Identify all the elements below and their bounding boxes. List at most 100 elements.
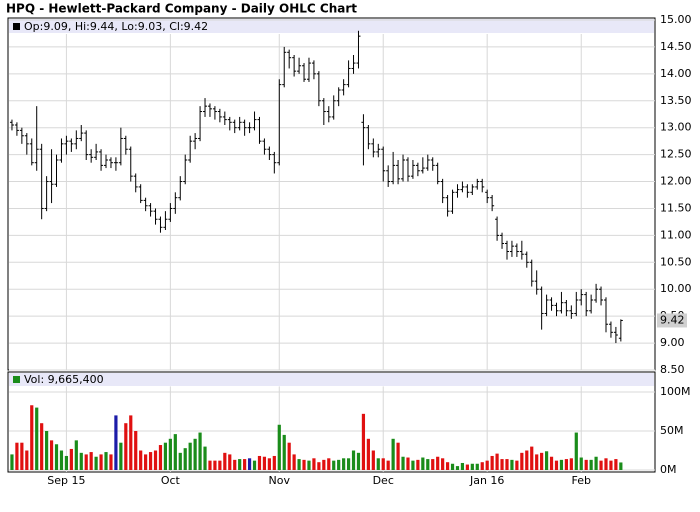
- price-panel: [7, 17, 656, 371]
- volume-bar: [129, 415, 133, 470]
- volume-bar: [148, 452, 153, 470]
- volume-bar: [79, 452, 83, 470]
- volume-bar: [421, 457, 425, 470]
- volume-bar: [257, 455, 262, 470]
- volume-bar: [317, 462, 321, 470]
- volume-bar: [599, 460, 603, 470]
- volume-bar: [381, 458, 385, 470]
- volume-bar: [391, 438, 395, 470]
- volume-bar: [277, 424, 281, 470]
- volume-bar: [346, 458, 351, 470]
- volume-bar: [396, 442, 400, 470]
- volume-bar: [356, 452, 361, 470]
- volume-bar: [337, 459, 341, 470]
- volume-bar: [465, 464, 469, 470]
- volume-bar: [525, 450, 529, 470]
- volume-bar: [406, 457, 410, 470]
- price-legend-band: [9, 19, 654, 33]
- volume-bar: [302, 459, 306, 470]
- volume-bar: [233, 459, 237, 470]
- x-tick-label: Oct: [161, 474, 181, 487]
- volume-bar: [114, 415, 118, 470]
- volume-bar: [74, 440, 78, 470]
- volume-bar: [272, 455, 276, 470]
- volume-bar: [20, 442, 24, 470]
- volume-bar: [208, 460, 212, 470]
- y2-tick-label: 0M: [660, 463, 677, 476]
- volume-bar: [104, 452, 108, 470]
- volume-bar: [297, 459, 301, 470]
- volume-bar: [158, 445, 163, 470]
- volume-bar: [10, 454, 14, 470]
- volume-bar: [376, 458, 380, 470]
- volume-bar: [15, 442, 19, 470]
- volume-bar: [351, 450, 356, 470]
- volume-bar: [604, 458, 608, 470]
- volume-bar: [243, 459, 247, 470]
- volume-bar: [84, 454, 88, 470]
- volume-bar: [54, 444, 59, 470]
- volume-bar: [228, 454, 232, 470]
- volume-bar: [203, 446, 207, 470]
- volume-bar: [183, 448, 187, 470]
- volume-bar: [411, 460, 415, 470]
- volume-bar: [89, 452, 93, 470]
- volume-bar: [564, 459, 568, 470]
- volume-bar: [366, 438, 370, 470]
- y-tick-label: 12.00: [660, 175, 692, 188]
- volume-bar: [579, 457, 583, 470]
- volume-bar: [178, 452, 182, 470]
- volume-bar: [445, 462, 450, 470]
- volume-bar: [559, 459, 564, 470]
- y-tick-label: 13.50: [660, 94, 692, 107]
- volume-bar: [144, 454, 148, 470]
- volume-bar: [193, 438, 197, 470]
- volume-bar: [188, 442, 192, 470]
- volume-bar: [213, 460, 217, 470]
- y-tick-label: 11.50: [660, 201, 692, 214]
- volume-bar: [119, 442, 123, 470]
- volume-bar: [327, 458, 331, 470]
- volume-bar: [490, 455, 494, 470]
- y-tick-label: 12.50: [660, 148, 692, 161]
- volume-bar: [401, 456, 405, 470]
- volume-bar: [574, 432, 578, 470]
- x-tick-label: Dec: [373, 474, 394, 487]
- volume-bar: [35, 407, 39, 470]
- volume-bar: [267, 458, 271, 470]
- volume-bar: [386, 460, 390, 470]
- x-tick-label: Feb: [571, 474, 590, 487]
- volume-bar: [544, 451, 549, 470]
- volume-bar: [495, 453, 499, 470]
- x-tick-label: Jan 16: [469, 474, 504, 487]
- y-tick-label: 9.00: [660, 336, 685, 349]
- y-tick-label: 14.50: [660, 40, 692, 53]
- volume-bar: [173, 434, 177, 470]
- chart-title: HPQ - Hewlett-Packard Company - Daily OH…: [6, 2, 357, 16]
- y-tick-label: 15.00: [660, 13, 692, 26]
- volume-legend-swatch: [13, 376, 20, 383]
- volume-bar: [426, 459, 430, 470]
- grid: [9, 19, 655, 472]
- volume-bar: [450, 463, 455, 470]
- volume-legend: Vol: 9,665,400: [24, 373, 104, 386]
- y-tick-label: 8.50: [660, 363, 685, 376]
- volume-bar: [168, 438, 172, 470]
- volume-bar: [619, 462, 623, 470]
- y-tick-label: 11.00: [660, 228, 692, 241]
- volume-bar: [530, 446, 534, 470]
- volume-bar: [282, 434, 286, 470]
- volume-bar: [238, 459, 242, 470]
- volume-bar: [441, 458, 445, 470]
- y-tick-label: 14.00: [660, 67, 692, 80]
- volume-bar: [436, 456, 440, 470]
- volume-bar: [569, 458, 573, 470]
- volume-bar: [475, 463, 479, 470]
- volume-bar: [198, 432, 202, 470]
- volume-legend-band: [9, 373, 654, 386]
- volume-bar: [247, 458, 252, 470]
- volume-bar: [540, 452, 544, 470]
- volume-bar: [371, 450, 375, 470]
- volume-bar: [535, 454, 539, 470]
